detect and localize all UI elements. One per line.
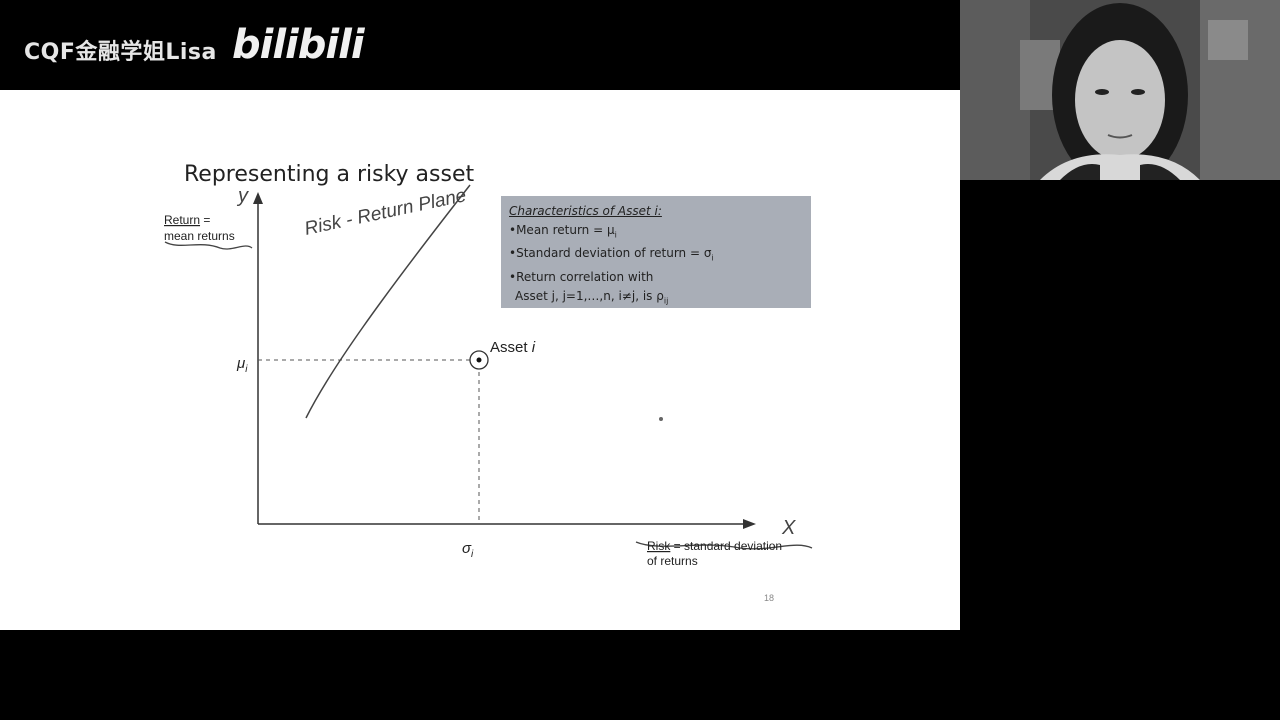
presenter-webcam	[960, 0, 1280, 180]
x-axis-label: Risk = standard deviation	[647, 539, 782, 553]
infobox-heading: Characteristics of Asset i:	[509, 204, 662, 218]
handwritten-plane: Risk - Return Plane	[303, 185, 469, 240]
presenter-video-icon	[960, 0, 1280, 180]
channel-brand: CQF金融学姐Lisa	[24, 40, 217, 65]
asset-label: Asset i	[490, 339, 536, 356]
slide-title: Representing a risky asset	[184, 162, 475, 187]
handwritten-squiggle-return	[164, 241, 253, 250]
y-axis-arrow	[253, 192, 263, 204]
infobox-std-dev: •Standard deviation of return = σi	[509, 246, 714, 263]
slide-page-number: 18	[764, 593, 775, 603]
sigma-label: σi	[462, 540, 474, 560]
right-panel-black	[960, 180, 1280, 720]
handwritten-line	[305, 184, 471, 419]
infobox-correlation-assets: Asset j, j=1,…,n, i≠j, is ρij	[515, 288, 669, 306]
handwritten-y: y	[236, 185, 249, 207]
bottom-bar	[0, 630, 960, 720]
asset-point	[476, 357, 482, 363]
y-axis-label-line2: mean returns	[164, 229, 235, 243]
top-bar: CQF金融学姐Lisa bilibili	[0, 0, 960, 90]
bilibili-logo: bilibili	[232, 22, 365, 68]
x-axis-label-line2: of returns	[647, 554, 698, 568]
asset-characteristics-box: Characteristics of Asset i: •Mean return…	[501, 196, 811, 308]
infobox-mean-return: •Mean return = μi	[509, 222, 617, 239]
stray-dot	[659, 417, 663, 421]
asset-circle	[469, 350, 489, 370]
presentation-slide: Representing a risky asset y X Risk - Re…	[0, 90, 960, 630]
x-axis-arrow	[743, 519, 756, 529]
mu-label: μi	[236, 355, 248, 375]
infobox-correlation: •Return correlation with	[509, 270, 654, 285]
y-axis-label: Return =	[164, 213, 210, 227]
handwritten-x: X	[781, 517, 796, 539]
handwritten-squiggle-risk	[635, 541, 813, 550]
risk-return-diagram: y X Risk - Return Plane Return = mean re…	[164, 184, 813, 568]
